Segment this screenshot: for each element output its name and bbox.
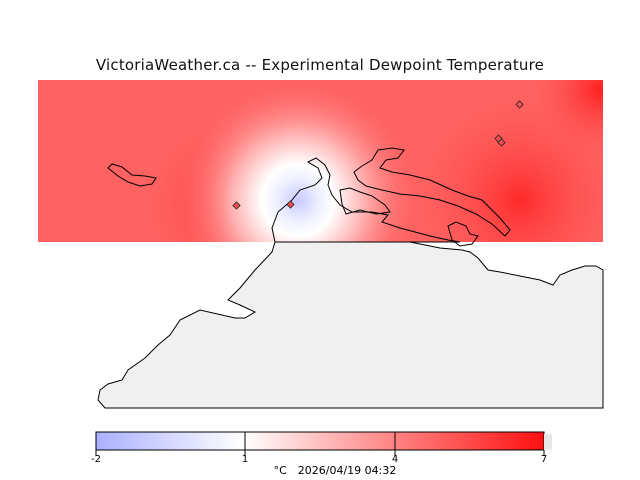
inlet-coast <box>339 187 391 215</box>
colorbar-shadow <box>544 434 552 450</box>
south-coast-islets <box>447 221 479 247</box>
island-northeast-coast <box>353 147 511 237</box>
colorbar-tick-label: 1 <box>241 454 249 465</box>
colorbar-caption: °C 2026/04/19 04:32 <box>0 464 640 477</box>
colorbar <box>95 431 552 456</box>
saanich-peninsula <box>271 157 461 243</box>
colorbar-tick-label: 7 <box>540 454 548 465</box>
colorbar-tick-label: 4 <box>391 454 399 465</box>
station-marker <box>232 201 241 210</box>
map-title: VictoriaWeather.ca -- Experimental Dewpo… <box>95 56 545 74</box>
island-west <box>107 163 157 187</box>
colorbar-gradient <box>95 431 545 451</box>
dewpoint-field <box>38 80 603 242</box>
station-marker <box>515 100 524 109</box>
land-area <box>97 241 604 409</box>
colorbar-tick-label: -2 <box>91 454 101 465</box>
station-marker <box>286 200 295 209</box>
units-label: °C <box>273 464 287 477</box>
timestamp-label: 2026/04/19 04:32 <box>297 464 397 477</box>
station-marker <box>497 138 506 147</box>
